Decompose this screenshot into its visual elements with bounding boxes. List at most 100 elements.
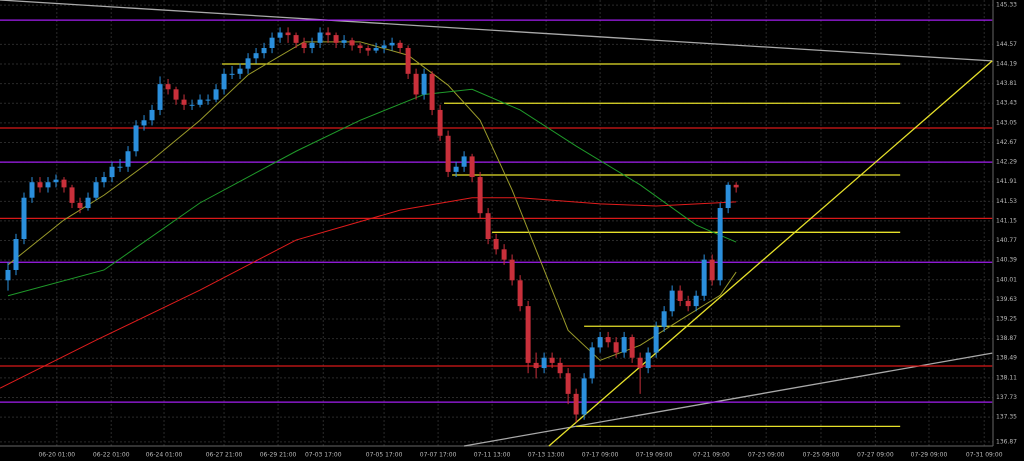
- candle-body: [477, 177, 483, 214]
- candle-body: [37, 182, 43, 188]
- y-tick-label: 139.25: [996, 316, 1017, 323]
- candle-body: [325, 32, 331, 36]
- candle-body: [277, 32, 283, 38]
- y-tick-label: 140.39: [996, 257, 1017, 264]
- candle-body: [13, 239, 19, 270]
- candle-body: [301, 42, 307, 49]
- y-tick-label: 138.49: [996, 355, 1017, 362]
- candle-body: [557, 362, 563, 374]
- candle-body: [653, 326, 659, 353]
- candle-body: [173, 89, 179, 100]
- y-tick-label: 141.53: [996, 198, 1017, 205]
- candle-body: [613, 342, 619, 353]
- candle-body: [701, 259, 707, 296]
- x-tick-label: 07-17 09:00: [582, 452, 619, 459]
- x-tick-label: 07-13 13:00: [528, 452, 565, 459]
- candle-body: [165, 84, 171, 90]
- x-tick-label: 07-07 17:00: [420, 452, 457, 459]
- candle-body: [437, 109, 443, 136]
- candle-body: [133, 125, 139, 152]
- candle-body: [117, 166, 123, 168]
- level-line: [548, 60, 993, 447]
- candle-body: [149, 109, 155, 121]
- candle-body: [237, 68, 243, 74]
- candle-body: [677, 290, 683, 301]
- candle-body: [213, 89, 219, 100]
- y-tick-label: 136.87: [996, 438, 1017, 445]
- candle-body: [85, 197, 91, 209]
- candle-body: [661, 311, 667, 327]
- candle-body: [349, 40, 355, 46]
- candle-body: [29, 182, 35, 198]
- level-line: [0, 0, 993, 62]
- candle-body: [733, 184, 739, 188]
- candle-body: [725, 184, 731, 209]
- x-tick-label: 07-29 09:00: [911, 452, 948, 459]
- candle-body: [53, 179, 59, 183]
- candle-body: [61, 179, 67, 188]
- candle-body: [645, 352, 651, 369]
- y-tick-label: 145.33: [996, 2, 1017, 9]
- y-tick-label: 137.35: [996, 414, 1017, 421]
- candle-body: [549, 357, 555, 363]
- candle-body: [77, 202, 83, 209]
- moving-average: [7, 88, 737, 297]
- candle-body: [453, 166, 459, 172]
- y-tick-label: 143.05: [996, 119, 1017, 126]
- x-tick-label: 07-31 09:00: [966, 452, 1003, 459]
- candle-body: [93, 182, 99, 198]
- candle-body: [221, 73, 227, 90]
- y-tick-label: 143.81: [996, 80, 1017, 87]
- x-tick-label: 07-21 09:00: [693, 452, 730, 459]
- candle-body: [709, 259, 715, 281]
- candle-body: [157, 84, 163, 110]
- x-tick-label: 07-23 09:00: [748, 452, 785, 459]
- candle-body: [493, 239, 499, 250]
- y-tick-label: 144.57: [996, 41, 1017, 48]
- candle-body: [141, 120, 147, 126]
- y-tick-label: 137.73: [996, 394, 1017, 401]
- y-tick-label: 138.87: [996, 335, 1017, 342]
- candle-body: [189, 104, 195, 106]
- candle-body: [581, 378, 587, 415]
- candle-body: [229, 73, 235, 75]
- candle-body: [341, 40, 347, 43]
- candle-body: [629, 337, 635, 358]
- y-tick-label: 142.29: [996, 159, 1017, 166]
- candle-body: [605, 337, 611, 343]
- candle-body: [469, 156, 475, 178]
- moving-average: [7, 41, 737, 361]
- moving-average: [0, 197, 737, 389]
- y-tick-label: 144.19: [996, 61, 1017, 68]
- candle-body: [485, 213, 491, 240]
- candle-body: [669, 290, 675, 312]
- candle-body: [501, 249, 507, 260]
- y-tick-label: 140.77: [996, 237, 1017, 244]
- candle-body: [565, 373, 571, 394]
- candle-body: [461, 156, 467, 167]
- y-tick-label: 138.11: [996, 374, 1017, 381]
- candle-body: [397, 42, 403, 49]
- x-tick-label: 06-24 01:00: [146, 452, 183, 459]
- level-line: [463, 352, 993, 447]
- candle-body: [333, 35, 339, 43]
- x-tick-label: 07-25 09:00: [803, 452, 840, 459]
- candle-body: [101, 177, 107, 183]
- candle-body: [45, 182, 51, 188]
- candle-body: [125, 151, 131, 167]
- candle-body: [197, 99, 203, 105]
- x-tick-label: 06-22 01:00: [93, 452, 130, 459]
- candle-body: [309, 42, 315, 49]
- candle-body: [293, 35, 299, 43]
- candle-body: [621, 337, 627, 353]
- y-tick-label: 142.67: [996, 139, 1017, 146]
- candle-body: [357, 45, 363, 49]
- x-tick-label: 06-27 21:00: [206, 452, 243, 459]
- candle-body: [109, 166, 115, 178]
- candle-body: [245, 58, 251, 69]
- candle-body: [373, 48, 379, 51]
- candle-body: [509, 259, 515, 281]
- y-tick-label: 143.43: [996, 100, 1017, 107]
- candle-body: [445, 135, 451, 172]
